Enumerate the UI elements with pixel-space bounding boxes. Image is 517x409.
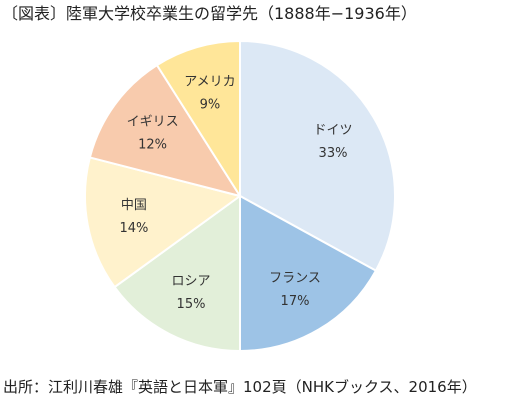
slice-name-label-1: フランス (269, 271, 321, 286)
slice-value-label-5: 9% (200, 97, 221, 112)
slice-name-label-3: 中国 (121, 198, 147, 213)
chart-source: 出所：江利川春雄『英語と日本軍』102頁（NHKブックス、2016年） (3, 378, 477, 396)
slice-name-label-0: ドイツ (313, 123, 352, 138)
slice-name-label-4: イギリス (127, 115, 179, 130)
slice-name-label-2: ロシア (171, 274, 210, 289)
pie-slice-2 (113, 195, 241, 352)
slice-value-label-3: 14% (119, 221, 148, 236)
pie-slices (83, 40, 396, 352)
slice-value-label-4: 12% (138, 138, 167, 153)
slice-name-label-5: アメリカ (184, 74, 235, 89)
pie-slice-5 (155, 40, 241, 197)
pie-slice-0 (239, 40, 396, 272)
pie-slice-4 (88, 64, 241, 197)
slice-value-label-0: 33% (319, 146, 348, 161)
slice-value-label-1: 17% (281, 294, 310, 309)
pie-slice-3 (83, 156, 241, 289)
pie-slice-1 (239, 195, 377, 352)
chart-title: 〔図表〕陸軍大学校卒業生の留学先（1888年−1936年） (2, 4, 417, 23)
slice-value-label-2: 15% (177, 297, 206, 312)
pie-labels: ドイツ 33% フランス 17% ロシア 15% 中国 14% イギリス 12% アメリカ 9% (119, 74, 352, 312)
